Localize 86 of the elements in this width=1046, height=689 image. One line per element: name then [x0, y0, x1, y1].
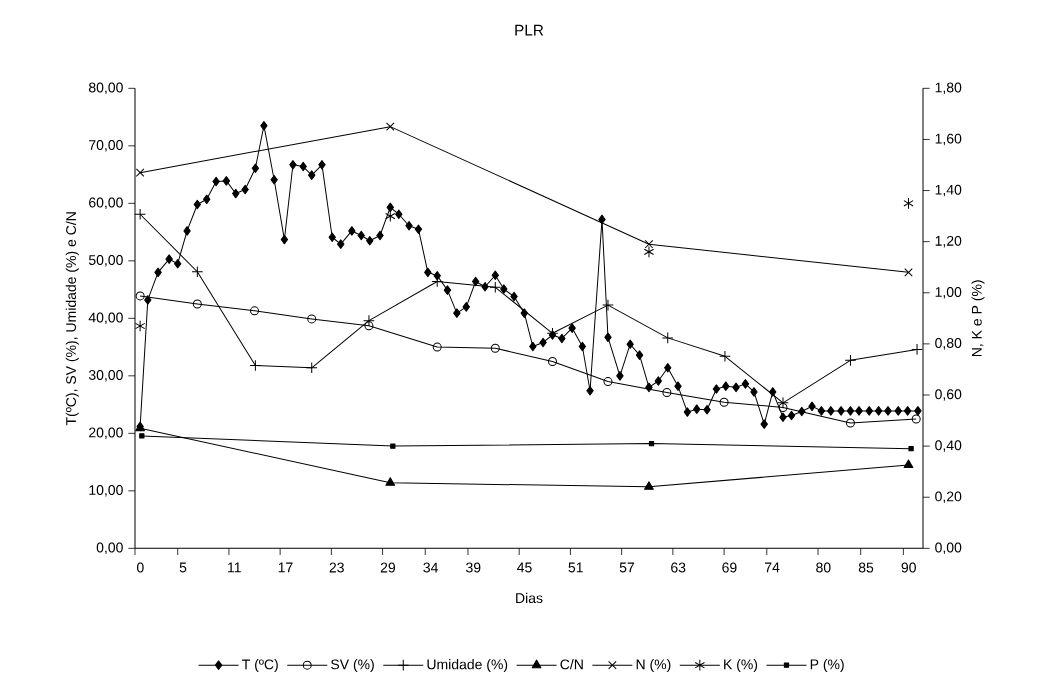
point: [135, 320, 146, 332]
x-tick-label: 69: [722, 562, 737, 573]
y2-tick-label: 1,40: [935, 184, 962, 197]
point: [903, 197, 914, 210]
x-tick-label: 39: [466, 562, 481, 573]
point: [390, 443, 396, 449]
point: [134, 208, 146, 221]
legend-label: C/N: [560, 659, 583, 670]
point: [719, 350, 731, 363]
y-tick-label: 80,00: [88, 82, 123, 95]
y-tick-label: 60,00: [89, 197, 123, 210]
point: [603, 377, 613, 387]
y2-tick-label: 0,20: [935, 491, 962, 504]
point: [363, 314, 375, 327]
y-tick-label: 40,00: [88, 312, 123, 325]
point: [778, 402, 788, 412]
point: [602, 299, 614, 311]
legend-label: SV (%): [331, 659, 374, 673]
point: [719, 397, 729, 407]
point: [385, 477, 396, 486]
y-tick-label: 10,00: [89, 485, 123, 497]
x-tick-label: 85: [858, 562, 874, 573]
legend-label: P (%): [810, 659, 844, 673]
point: [911, 414, 921, 424]
point: [386, 122, 395, 131]
legend-label: Umidade (%): [427, 659, 508, 673]
point: [662, 388, 672, 398]
y2-tick-label: 0,40: [935, 440, 962, 452]
point: [307, 314, 317, 324]
x-tick-label: 57: [619, 562, 635, 573]
point: [911, 343, 923, 356]
y2-tick-label: 1,20: [935, 235, 962, 248]
y-tick-label: 50,00: [88, 255, 123, 267]
point: [644, 481, 654, 490]
y-tick-label: 0,00: [96, 542, 123, 555]
point: [844, 354, 857, 367]
point: [135, 291, 145, 301]
legend-label: N (%): [636, 659, 671, 673]
y2-tick-label: 1,80: [935, 82, 962, 95]
x-tick-label: 23: [329, 562, 344, 573]
point: [777, 397, 789, 409]
point: [845, 418, 855, 428]
point: [191, 265, 204, 278]
point: [661, 332, 674, 344]
y2-tick-label: 1,00: [935, 287, 962, 299]
x-tick-label: 34: [423, 562, 438, 573]
y2-tick-label: 0,80: [935, 338, 962, 350]
point: [305, 361, 318, 374]
x-tick-label: 51: [568, 562, 583, 573]
point: [432, 342, 442, 352]
x-tick-label: 74: [765, 562, 780, 573]
point: [547, 356, 557, 366]
x-tick-label: 29: [380, 562, 396, 573]
x-axis-title: Dias: [516, 592, 543, 604]
y2-tick-label: 0,00: [935, 542, 962, 555]
legend-label: K (%): [724, 659, 758, 673]
y2-tick-label: 0,60: [935, 389, 962, 401]
chart-title: PLR: [515, 24, 544, 36]
legend-label: T (ºC): [242, 659, 278, 673]
point: [489, 281, 502, 294]
point: [192, 299, 202, 309]
x-tick-label: 90: [901, 562, 916, 573]
point: [903, 459, 914, 468]
point: [364, 321, 374, 331]
point: [490, 343, 500, 353]
x-tick-label: 17: [278, 562, 293, 573]
x-tick-label: 0: [136, 562, 144, 573]
point: [250, 306, 260, 316]
y-tick-label: 70,00: [89, 140, 123, 152]
x-tick-label: 80: [816, 562, 831, 573]
point: [249, 359, 262, 372]
x-tick-label: 45: [517, 562, 532, 573]
y2-tick-label: 1,60: [935, 133, 962, 146]
y-axis-title: T(ºC), SV (%), Umidade (%) e C/N: [65, 212, 79, 426]
y-tick-label: 30,00: [88, 370, 123, 382]
point: [139, 433, 145, 439]
point: [648, 440, 655, 447]
point: [904, 268, 913, 277]
x-tick-label: 5: [179, 562, 187, 573]
y-tick-label: 20,00: [89, 427, 123, 440]
x-tick-label: 11: [228, 562, 241, 573]
point: [135, 168, 145, 177]
x-tick-label: 63: [671, 562, 686, 573]
point: [908, 446, 914, 452]
point: [385, 210, 396, 222]
y2-axis-title: N, K e P (%): [971, 280, 985, 357]
